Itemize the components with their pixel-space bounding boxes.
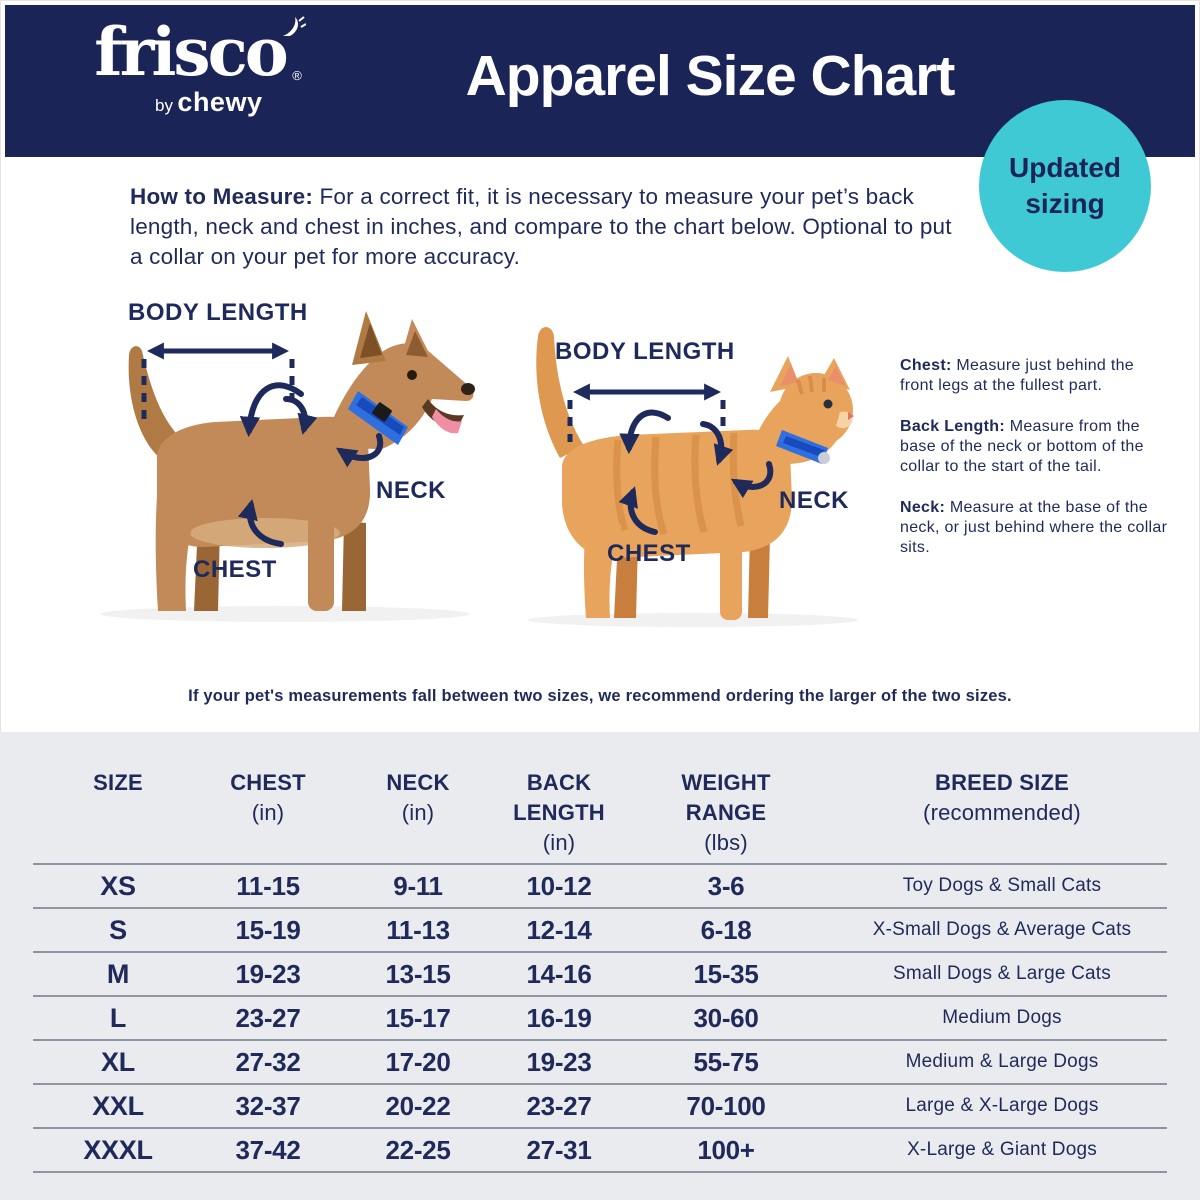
column-header: CHEST (in) [230, 770, 306, 825]
size-cell: S [33, 907, 203, 952]
neck-cell: 20-22 [333, 1083, 503, 1128]
dog-illustration [100, 311, 475, 622]
between-sizes-note: If your pet's measurements fall between … [188, 687, 1012, 705]
size-row-xxl: XXL 32-37 20-22 23-27 70-100 Large & X-Large … [33, 1083, 1167, 1128]
breed-cell: Toy Dogs & Small Cats [837, 863, 1167, 908]
size-cell: XS [33, 863, 203, 908]
cat-measurement-arrows [567, 383, 774, 535]
header-banner: frisco ® by chewy Apparel Size Chart [5, 5, 1195, 157]
cat-chest-arrow [618, 486, 658, 535]
column-header: BACK LENGTH (in) [513, 770, 605, 855]
size-cell: XL [33, 1039, 203, 1084]
dog-chest-arrow [237, 499, 284, 547]
measure-tip: Back Length: Measure from the base of th… [900, 418, 1144, 475]
back-cell: 14-16 [503, 951, 615, 996]
frisco-logo: frisco ® by chewy [60, 16, 320, 118]
size-row-xxxl: XXXL 37-42 22-25 27-31 100+ X-Large & Giant D… [33, 1127, 1167, 1173]
column-header: WEIGHT RANGE (lbs) [681, 770, 771, 855]
breed-cell: Large & X-Large Dogs [837, 1083, 1167, 1128]
cat-shoulder-arrow [619, 409, 671, 455]
how-to-measure-label: How to Measure: [130, 184, 314, 209]
dog-shoulder-arrow [239, 382, 304, 438]
dog-chest-label: CHEST [193, 556, 277, 583]
chest-cell: 19-23 [203, 951, 333, 996]
back-cell: 23-27 [503, 1083, 615, 1128]
cat-chest-label: CHEST [607, 540, 691, 567]
cat-body-length-label: BODY LENGTH [555, 338, 735, 365]
dog-neck-label: NECK [376, 477, 447, 504]
breed-cell: Medium & Large Dogs [837, 1039, 1167, 1084]
measure-tip: Chest: Measure just behind the front leg… [900, 357, 1135, 394]
dog-neck-arrow [335, 433, 384, 468]
size-table: SIZE CHEST (in) NECK (in) BACK LENGTH (in) WEIG… [33, 748, 1167, 1173]
size-table-section: SIZE CHEST (in) NECK (in) BACK LENGTH (in) WEIG… [0, 732, 1200, 1200]
cat-neck-arrow [730, 461, 774, 499]
back-cell: 19-23 [503, 1039, 615, 1084]
column-header: SIZE [93, 770, 143, 795]
column-header: NECK (in) [386, 770, 450, 825]
breed-cell: Small Dogs & Large Cats [837, 951, 1167, 996]
breed-cell: X-Large & Giant Dogs [837, 1127, 1167, 1173]
dog-back-arrow [283, 396, 318, 435]
weight-cell: 3-6 [615, 863, 837, 908]
neck-cell: 11-13 [333, 907, 503, 952]
registered-mark: ® [292, 68, 302, 83]
by-chewy-line: by chewy [155, 87, 263, 117]
size-cell: L [33, 995, 203, 1040]
dog-body-length-label: BODY LENGTH [128, 299, 308, 326]
logo-tail-flourish-icon [282, 16, 306, 36]
size-row-m: M 19-23 13-15 14-16 15-35 Small Dogs & Large … [33, 951, 1167, 996]
back-cell: 16-19 [503, 995, 615, 1040]
back-cell: 27-31 [503, 1127, 615, 1173]
cat-neck-label: NECK [779, 487, 850, 514]
weight-cell: 100+ [615, 1127, 837, 1173]
chewy-wordmark: chewy [177, 87, 263, 117]
chest-cell: 15-19 [203, 907, 333, 952]
column-header: BREED SIZE (recommended) [923, 770, 1081, 825]
neck-cell: 9-11 [333, 863, 503, 908]
chest-cell: 23-27 [203, 995, 333, 1040]
back-cell: 10-12 [503, 863, 615, 908]
measure-tips: Chest: Measure just behind the front leg… [900, 356, 1168, 579]
neck-cell: 22-25 [333, 1127, 503, 1173]
size-row-s: S 15-19 11-13 12-14 6-18 X-Small Dogs & Avera… [33, 907, 1167, 952]
breed-cell: X-Small Dogs & Average Cats [837, 907, 1167, 952]
frisco-wordmark: frisco [94, 13, 289, 91]
chest-cell: 32-37 [203, 1083, 333, 1128]
size-table-body: XS 11-15 9-11 10-12 3-6 Toy Dogs & Small Cats… [33, 863, 1167, 1173]
how-to-measure-text: How to Measure: For a correct fit, it is… [130, 184, 952, 269]
measure-tip: Neck: Measure at the base of the neck, o… [900, 499, 1168, 556]
size-cell: XXXL [33, 1127, 203, 1173]
cat-measurement-diagram: BODY LENGTH NECK CHEST [498, 308, 890, 630]
dog-measurement-diagram: BODY LENGTH NECK CHEST [60, 293, 490, 625]
weight-cell: 15-35 [615, 951, 837, 996]
chest-cell: 27-32 [203, 1039, 333, 1084]
neck-cell: 15-17 [333, 995, 503, 1040]
updated-sizing-badge: Updated sizing [979, 100, 1151, 272]
neck-cell: 17-20 [333, 1039, 503, 1084]
size-row-l: L 23-27 15-17 16-19 30-60 Medium Dogs [33, 995, 1167, 1040]
size-row-xl: XL 27-32 17-20 19-23 55-75 Medium & Large Dog… [33, 1039, 1167, 1084]
size-row-xs: XS 11-15 9-11 10-12 3-6 Toy Dogs & Small Cats [33, 863, 1167, 908]
weight-cell: 6-18 [615, 907, 837, 952]
page-title: Apparel Size Chart [465, 44, 956, 108]
dog-measurement-arrows [141, 342, 384, 547]
size-cell: M [33, 951, 203, 996]
chest-cell: 11-15 [203, 863, 333, 908]
cat-back-arrow [700, 421, 734, 466]
size-cell: XXL [33, 1083, 203, 1128]
measure-tip-label: Chest: [900, 357, 957, 374]
measure-tip-label: Neck: [900, 499, 950, 516]
weight-cell: 30-60 [615, 995, 837, 1040]
weight-cell: 55-75 [615, 1039, 837, 1084]
breed-cell: Medium Dogs [837, 995, 1167, 1040]
neck-cell: 13-15 [333, 951, 503, 996]
weight-cell: 70-100 [615, 1083, 837, 1128]
measure-tip-label: Back Length: [900, 418, 1010, 435]
back-cell: 12-14 [503, 907, 615, 952]
chest-cell: 37-42 [203, 1127, 333, 1173]
size-table-header-row: SIZE CHEST (in) NECK (in) BACK LENGTH (in) WEIG… [33, 748, 1167, 864]
